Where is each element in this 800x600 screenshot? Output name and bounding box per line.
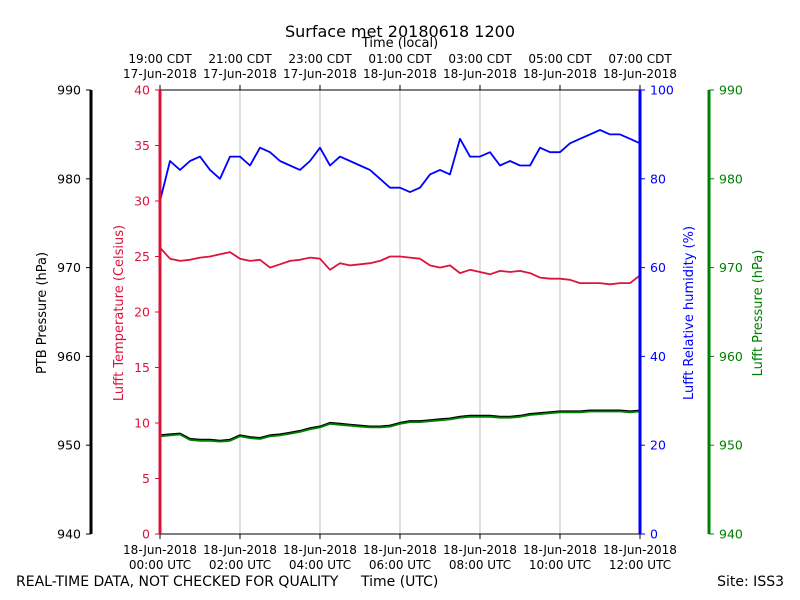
x-tick-label-local-date: 17-Jun-2018 — [283, 67, 357, 81]
x-tick-label-local-time: 23:00 CDT — [288, 52, 352, 66]
quality-disclaimer: REAL-TIME DATA, NOT CHECKED FOR QUALITY — [16, 574, 339, 590]
ptb-pressure-axis-tick-label: 970 — [57, 260, 81, 275]
site-label: Site: ISS3 — [717, 574, 784, 590]
y-axis-label-humidity: Lufft Relative humidity (%) — [682, 226, 697, 400]
x-tick-label-local-time: 03:00 CDT — [448, 52, 512, 66]
x-tick-label-utc-date: 18-Jun-2018 — [603, 543, 677, 557]
x-tick-label-local-time: 07:00 CDT — [608, 52, 672, 66]
lufft-pressure-axis-tick-label: 970 — [719, 260, 743, 275]
series-line-lufft-temperature — [159, 246, 641, 286]
temperature-axis-tick-label: 40 — [134, 83, 150, 98]
humidity-axis-tick-label: 20 — [650, 438, 666, 453]
humidity-axis-tick-label: 100 — [650, 83, 674, 98]
x-tick-label-local-date: 18-Jun-2018 — [363, 67, 437, 81]
series-layer — [159, 129, 641, 443]
humidity-axis-tick-label: 40 — [650, 349, 666, 364]
series-line-lufft-pressure — [159, 410, 641, 443]
temperature-axis-tick-label: 15 — [134, 360, 150, 375]
x-tick-label-utc-date: 18-Jun-2018 — [443, 543, 517, 557]
x-tick-label-local-time: 05:00 CDT — [528, 52, 592, 66]
temperature-axis-tick-label: 10 — [134, 416, 150, 431]
lufft-pressure-axis-tick-label: 940 — [719, 527, 743, 542]
grid-lines — [239, 90, 561, 534]
humidity-axis-tick-label: 0 — [650, 527, 658, 542]
x-tick-label-local-date: 17-Jun-2018 — [123, 67, 197, 81]
temperature-axis-tick-label: 20 — [134, 305, 150, 320]
x-tick-label-local-date: 18-Jun-2018 — [523, 67, 597, 81]
x-tick-label-local-date: 18-Jun-2018 — [603, 67, 677, 81]
ptb-pressure-axis-tick-label: 990 — [57, 83, 81, 98]
x-tick-label-utc-time: 08:00 UTC — [449, 558, 511, 572]
y-axis-label-temperature: Lufft Temperature (Celsius) — [112, 225, 127, 401]
x-tick-label-local-time: 01:00 CDT — [368, 52, 432, 66]
lufft-pressure-axis-tick-label: 950 — [719, 438, 743, 453]
temperature-axis-tick-label: 0 — [142, 527, 150, 542]
chart-title: Surface met 20180618 1200 — [285, 22, 515, 41]
temperature-axis-tick-label: 25 — [134, 249, 150, 264]
x-tick-label-utc-time: 00:00 UTC — [129, 558, 191, 572]
x-axis-label-utc: Time (UTC) — [361, 574, 439, 590]
ptb-pressure-axis-tick-label: 940 — [57, 527, 81, 542]
x-tick-label-local-time: 19:00 CDT — [128, 52, 192, 66]
x-axis-label-local: Time (local) — [361, 36, 438, 51]
x-tick-label-utc-date: 18-Jun-2018 — [203, 543, 277, 557]
lufft-pressure-axis-tick-label: 960 — [719, 349, 743, 364]
temperature-axis-tick-label: 35 — [134, 138, 150, 153]
x-tick-label-utc-date: 18-Jun-2018 — [523, 543, 597, 557]
temperature-axis-tick-label: 30 — [134, 194, 150, 209]
x-tick-label-utc-date: 18-Jun-2018 — [123, 543, 197, 557]
x-tick-label-local-date: 17-Jun-2018 — [203, 67, 277, 81]
x-tick-label-local-time: 21:00 CDT — [208, 52, 272, 66]
x-tick-label-utc-time: 06:00 UTC — [369, 558, 431, 572]
lufft-pressure-axis-tick-label: 990 — [719, 83, 743, 98]
x-tick-label-utc-time: 12:00 UTC — [609, 558, 671, 572]
ptb-pressure-axis-tick-label: 980 — [57, 171, 81, 186]
x-tick-label-local-date: 18-Jun-2018 — [443, 67, 517, 81]
series-line-lufft-relative-humidity — [159, 129, 641, 202]
axes-layer: 940 950 960 970 980 990 0 5 10 15 20 25 30 35 40 0 20 40 6… — [57, 52, 743, 572]
x-tick-label-utc-time: 10:00 UTC — [529, 558, 591, 572]
temperature-axis-tick-label: 5 — [142, 471, 150, 486]
y-axis-label-lufft-pressure: Lufft Pressure (hPa) — [751, 250, 766, 377]
x-tick-label-utc-time: 04:00 UTC — [289, 558, 351, 572]
x-tick-label-utc-date: 18-Jun-2018 — [363, 543, 437, 557]
ptb-pressure-axis-tick-label: 960 — [57, 349, 81, 364]
humidity-axis-tick-label: 60 — [650, 260, 666, 275]
humidity-axis-tick-label: 80 — [650, 171, 666, 186]
lufft-pressure-axis-tick-label: 980 — [719, 171, 743, 186]
x-tick-label-utc-date: 18-Jun-2018 — [283, 543, 357, 557]
y-axis-label-ptb-pressure: PTB Pressure (hPa) — [35, 252, 50, 374]
ptb-pressure-axis-tick-label: 950 — [57, 438, 81, 453]
x-tick-label-utc-time: 02:00 UTC — [209, 558, 271, 572]
